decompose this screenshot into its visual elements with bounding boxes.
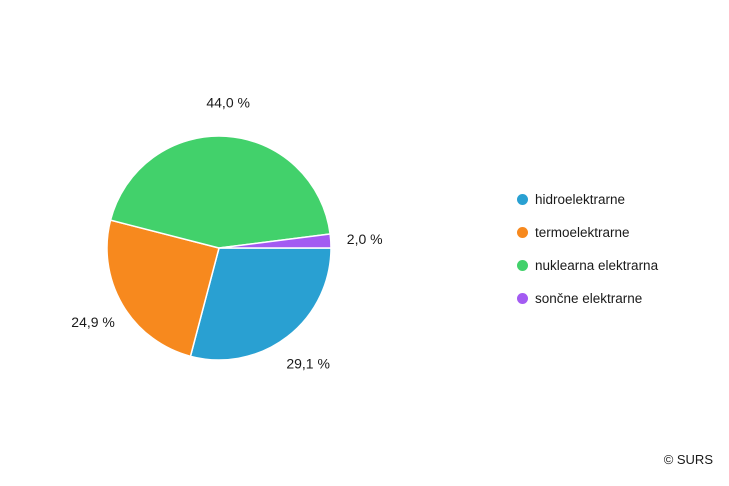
legend-item-soncne-elektrarne[interactable]: sončne elektrarne bbox=[517, 287, 658, 309]
pie-slice-soncne-elektrarne[interactable] bbox=[218, 233, 332, 249]
chart-legend: hidroelektrarne termoelektrarne nuklearn… bbox=[517, 188, 658, 309]
data-label-hidroelektrarne: 29,1 % bbox=[286, 356, 330, 372]
pie-slice-hidroelektrarne[interactable] bbox=[189, 247, 332, 361]
legend-label-nuklearna-elektrarna: nuklearna elektrarna bbox=[535, 257, 659, 273]
data-label-nuklearna-elektrarna: 44,0 % bbox=[206, 94, 250, 110]
pie-slices bbox=[106, 135, 332, 361]
source-credit: © SURS bbox=[663, 452, 713, 467]
legend-marker-hidroelektrarne bbox=[517, 193, 528, 205]
pie-slice-termoelektrarne[interactable] bbox=[106, 219, 220, 358]
pie-data-labels: 29,1 % 24,9 % 44,0 % 2,0 % bbox=[71, 94, 382, 371]
legend-marker-soncne-elektrarne bbox=[517, 292, 528, 304]
legend-marker-termoelektrarne bbox=[517, 226, 528, 238]
legend-label-hidroelektrarne: hidroelektrarne bbox=[535, 191, 626, 207]
legend-item-hidroelektrarne[interactable]: hidroelektrarne bbox=[517, 188, 658, 210]
legend-item-termoelektrarne[interactable]: termoelektrarne bbox=[517, 221, 658, 243]
pie-slice-nuklearna-elektrarna[interactable] bbox=[109, 135, 331, 249]
legend-item-nuklearna-elektrarna[interactable]: nuklearna elektrarna bbox=[517, 254, 658, 276]
data-label-soncne-elektrarne: 2,0 % bbox=[347, 231, 383, 247]
legend-label-soncne-elektrarne: sončne elektrarne bbox=[535, 290, 643, 306]
data-label-termoelektrarne: 24,9 % bbox=[71, 314, 115, 330]
legend-label-termoelektrarne: termoelektrarne bbox=[535, 224, 630, 240]
legend-marker-nuklearna-elektrarna bbox=[517, 259, 528, 271]
